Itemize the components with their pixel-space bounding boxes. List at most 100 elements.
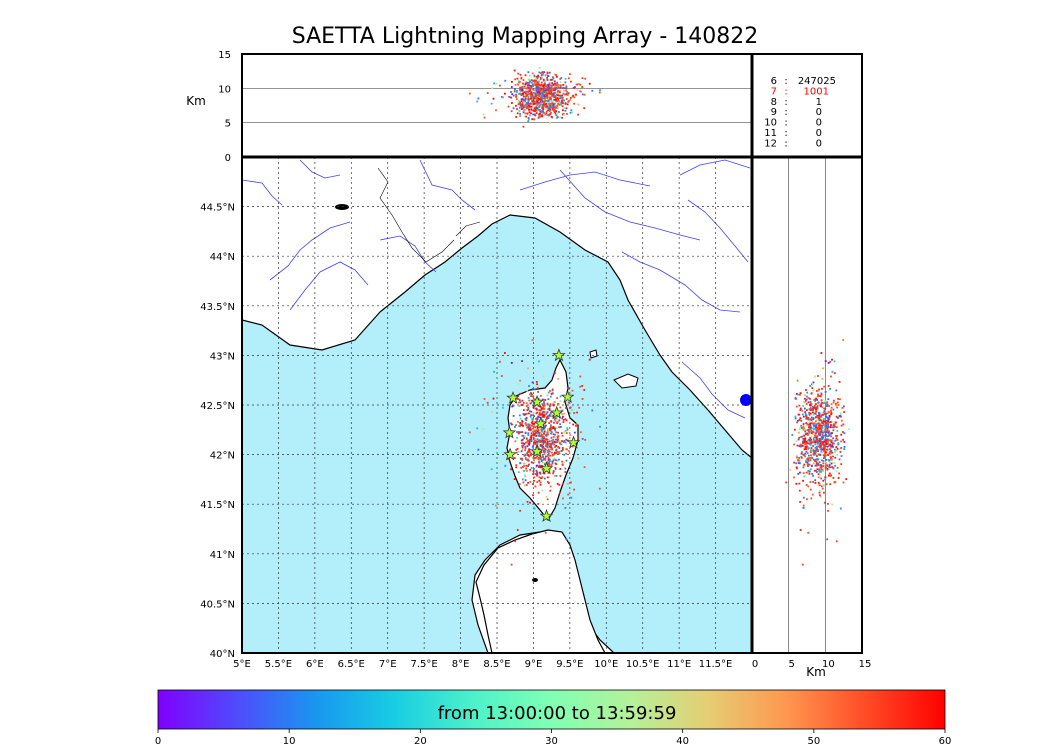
lightning-point-top <box>581 77 584 80</box>
lightning-point-top <box>535 75 538 78</box>
lightning-point <box>554 433 556 436</box>
lightning-point-side <box>821 425 823 428</box>
lightning-point-top <box>540 96 543 99</box>
lightning-point-top <box>572 95 574 98</box>
lightning-point-side <box>809 459 812 461</box>
lightning-point-side <box>817 458 819 461</box>
lightning-point-top <box>525 106 527 108</box>
lightning-point-side <box>840 424 843 427</box>
lightning-point-side <box>806 423 809 426</box>
lightning-point-top <box>512 107 515 110</box>
lightning-point-side <box>824 434 827 436</box>
lightning-point <box>545 434 548 437</box>
lightning-point <box>545 413 547 415</box>
lightning-point <box>529 501 531 504</box>
lightning-point-side <box>824 466 827 469</box>
lightning-point-top <box>527 101 529 104</box>
lightning-point-top <box>549 103 552 106</box>
lightning-point <box>518 401 520 404</box>
lightning-point-top <box>531 83 534 86</box>
lightning-point <box>525 412 528 415</box>
lightning-point <box>577 457 580 460</box>
map-y-tick-label: 42.5°N <box>200 401 235 412</box>
lightning-point-top <box>560 86 562 89</box>
lightning-point-top <box>531 92 533 95</box>
lightning-point <box>539 458 541 461</box>
lightning-point <box>525 405 528 407</box>
lightning-point-top <box>531 84 534 87</box>
lightning-point-side <box>808 430 811 433</box>
lightning-point <box>543 415 546 417</box>
lightning-point <box>567 493 570 496</box>
lightning-point <box>544 463 546 466</box>
lightning-point-side <box>805 443 807 445</box>
lightning-point <box>536 455 538 457</box>
lightning-point-side <box>801 456 803 459</box>
lightning-point-side <box>824 501 826 504</box>
lightning-point <box>532 414 535 417</box>
map-x-tick-label: 10°E <box>594 659 618 670</box>
lightning-point-side <box>822 420 825 423</box>
lightning-point <box>540 433 543 436</box>
count-value: 1 <box>816 97 822 108</box>
lightning-point-top <box>562 109 564 112</box>
lightning-point-side <box>816 430 819 432</box>
lightning-point <box>546 417 549 420</box>
lightning-point <box>516 397 518 400</box>
lightning-point-side <box>811 413 814 415</box>
lightning-point-top <box>532 109 535 112</box>
lma-stations <box>502 348 581 522</box>
lightning-point-top <box>542 108 544 110</box>
lightning-point <box>518 405 521 407</box>
lightning-point <box>548 458 551 461</box>
lightning-point-top <box>522 92 524 95</box>
lightning-point-top <box>535 79 537 82</box>
lightning-point-side <box>837 401 839 404</box>
lightning-point <box>556 459 559 462</box>
lightning-point-top <box>522 82 524 85</box>
lightning-point-side <box>805 440 808 443</box>
lightning-point-top <box>541 103 544 106</box>
lightning-point-top <box>548 89 551 91</box>
lightning-point-side <box>813 399 816 401</box>
lightning-point-side <box>817 389 820 392</box>
lightning-point-top <box>543 99 546 101</box>
lightning-point-side <box>809 424 812 427</box>
lightning-point-top <box>543 100 546 103</box>
lightning-point-top <box>539 110 542 113</box>
lightning-point-side <box>817 462 820 465</box>
lightning-point <box>554 429 557 432</box>
lightning-point <box>537 415 540 418</box>
lightning-point-side <box>800 420 803 422</box>
lightning-point-side <box>829 456 832 458</box>
lightning-point-top <box>546 114 549 116</box>
lightning-point <box>517 398 520 400</box>
lma-station-star <box>533 416 548 430</box>
lightning-point-side <box>819 496 822 498</box>
lightning-point-side <box>827 418 830 421</box>
lightning-point <box>531 393 533 396</box>
lightning-point <box>538 416 541 419</box>
lightning-point <box>521 478 524 481</box>
lightning-point-side <box>804 397 806 400</box>
lightning-point-side <box>800 452 803 455</box>
lightning-point <box>521 360 523 362</box>
lightning-point-top <box>570 109 573 112</box>
lightning-point-top <box>518 110 521 112</box>
lightning-point-side <box>802 472 805 474</box>
lightning-point <box>557 438 559 440</box>
lightning-point-top <box>577 103 580 106</box>
lightning-point-side <box>836 439 839 441</box>
lightning-point-side <box>812 441 815 444</box>
lightning-point <box>532 458 535 461</box>
lightning-point-side <box>808 472 811 475</box>
lightning-point <box>557 452 560 455</box>
lightning-point-side <box>812 445 814 447</box>
lightning-point-side <box>829 439 831 442</box>
lightning-point <box>543 447 546 450</box>
lightning-point-side <box>812 418 815 420</box>
lightning-point <box>555 438 557 441</box>
lightning-point <box>567 483 569 485</box>
lightning-point <box>562 419 565 421</box>
lightning-point <box>530 410 533 413</box>
